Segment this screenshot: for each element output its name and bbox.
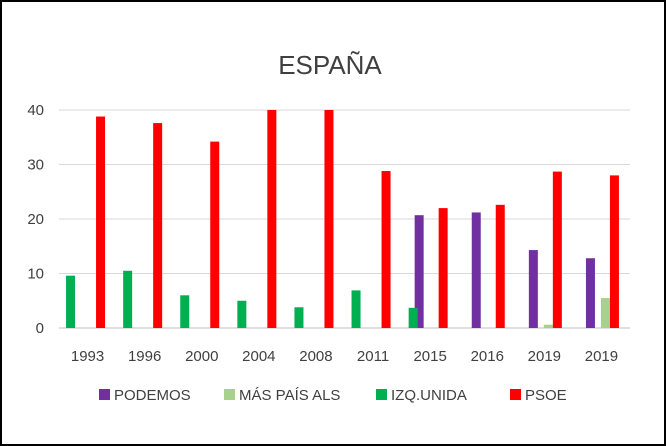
bar-psoe-8 xyxy=(552,171,562,328)
legend-label: MÁS PAÍS ALS xyxy=(239,387,340,404)
bar-izq-unida-4 xyxy=(294,307,304,328)
chart-title: ESPAÑA xyxy=(278,50,382,80)
x-tick-label: 2019 xyxy=(585,348,618,365)
legend-label: PODEMOS xyxy=(114,387,191,404)
bar-psoe-1 xyxy=(153,123,163,328)
bar-podemos-9 xyxy=(585,258,595,328)
x-tick-label: 1996 xyxy=(128,348,161,365)
bar-psoe-5 xyxy=(381,171,391,328)
grid-lines xyxy=(59,109,630,329)
bar-podemos-7 xyxy=(471,212,481,328)
legend-label: PSOE xyxy=(525,387,567,404)
y-tick-label: 40 xyxy=(27,102,44,119)
y-tick-label: 0 xyxy=(36,320,44,337)
bar-izq-unida-0 xyxy=(66,275,76,328)
bar-psoe-7 xyxy=(495,204,505,328)
bar-psoe-0 xyxy=(96,116,106,328)
x-tick-label: 2015 xyxy=(413,348,446,365)
bar-psoe-3 xyxy=(267,110,277,328)
x-tick-label: 2008 xyxy=(299,348,332,365)
bar-m-s-pa-s-als-9 xyxy=(600,298,610,328)
y-tick-label: 30 xyxy=(27,157,44,174)
x-tick-label: 2004 xyxy=(242,348,275,365)
bar-izq-unida-5 xyxy=(351,290,361,328)
x-axis-ticks: 1993 1996 2000 2004 2008 2011 2015 2016 2019 2019 xyxy=(71,348,618,365)
y-tick-label: 10 xyxy=(27,266,44,283)
bar-psoe-6 xyxy=(438,208,448,328)
bar-psoe-4 xyxy=(324,110,334,328)
bar-izq-unida-1 xyxy=(123,270,133,328)
x-tick-label: 2011 xyxy=(357,348,389,365)
x-tick-label: 1993 xyxy=(71,348,104,365)
bar-izq-unida-6 xyxy=(408,307,418,328)
legend-swatch xyxy=(224,389,235,400)
x-tick-label: 2000 xyxy=(185,348,218,365)
legend-swatch xyxy=(99,389,110,400)
legend-swatch xyxy=(376,389,387,400)
legend: PODEMOS MÁS PAÍS ALS IZQ.UNIDA PSOE xyxy=(99,387,567,404)
x-tick-label: 2016 xyxy=(471,348,504,365)
bar-psoe-9 xyxy=(609,175,619,328)
bar-izq-unida-3 xyxy=(237,300,247,328)
x-tick-label: 2019 xyxy=(528,348,561,365)
bars xyxy=(66,110,619,328)
legend-label: IZQ.UNIDA xyxy=(391,387,467,404)
bar-izq-unida-2 xyxy=(180,295,190,328)
bar-podemos-8 xyxy=(528,250,538,328)
bar-m-s-pa-s-als-8 xyxy=(543,324,553,328)
y-tick-label: 20 xyxy=(27,211,44,228)
bar-psoe-2 xyxy=(210,141,220,328)
bar-podemos-6 xyxy=(414,215,424,328)
legend-swatch xyxy=(510,389,521,400)
y-axis-ticks: 0 10 20 30 40 xyxy=(27,102,44,337)
